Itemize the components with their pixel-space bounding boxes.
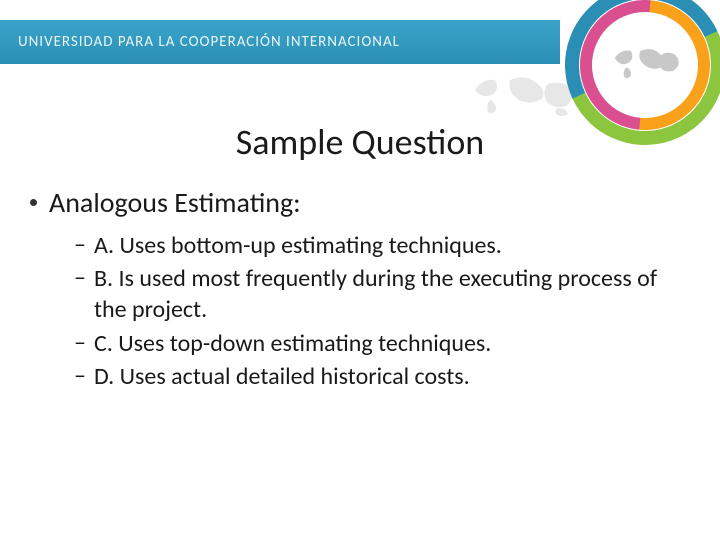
bullet-icon bbox=[30, 199, 37, 206]
option-text: B. Is used most frequently during the ex… bbox=[94, 263, 680, 325]
list-item: – C. Uses top-down estimating techniques… bbox=[74, 328, 680, 359]
option-text: D. Uses actual detailed historical costs… bbox=[94, 361, 470, 392]
list-item: – B. Is used most frequently during the … bbox=[74, 263, 680, 325]
option-text: A. Uses bottom-up estimating techniques. bbox=[94, 230, 502, 261]
slide-title: Sample Question bbox=[0, 120, 720, 164]
options-list: – A. Uses bottom-up estimating technique… bbox=[74, 230, 680, 392]
dash-icon: – bbox=[74, 230, 86, 259]
option-text: C. Uses top-down estimating techniques. bbox=[94, 328, 491, 359]
slide-content: Analogous Estimating: – A. Uses bottom-u… bbox=[30, 185, 680, 394]
org-name: UNIVERSIDAD PARA LA COOPERACIÓN INTERNAC… bbox=[18, 33, 400, 51]
logo-center bbox=[600, 20, 690, 110]
list-item: – D. Uses actual detailed historical cos… bbox=[74, 361, 680, 392]
list-item: – A. Uses bottom-up estimating technique… bbox=[74, 230, 680, 261]
header-bar: UNIVERSIDAD PARA LA COOPERACIÓN INTERNAC… bbox=[0, 20, 560, 64]
dash-icon: – bbox=[74, 361, 86, 390]
main-bullet: Analogous Estimating: bbox=[30, 185, 680, 220]
dash-icon: – bbox=[74, 263, 86, 292]
bullet-label: Analogous Estimating: bbox=[49, 185, 301, 220]
dash-icon: – bbox=[74, 328, 86, 357]
